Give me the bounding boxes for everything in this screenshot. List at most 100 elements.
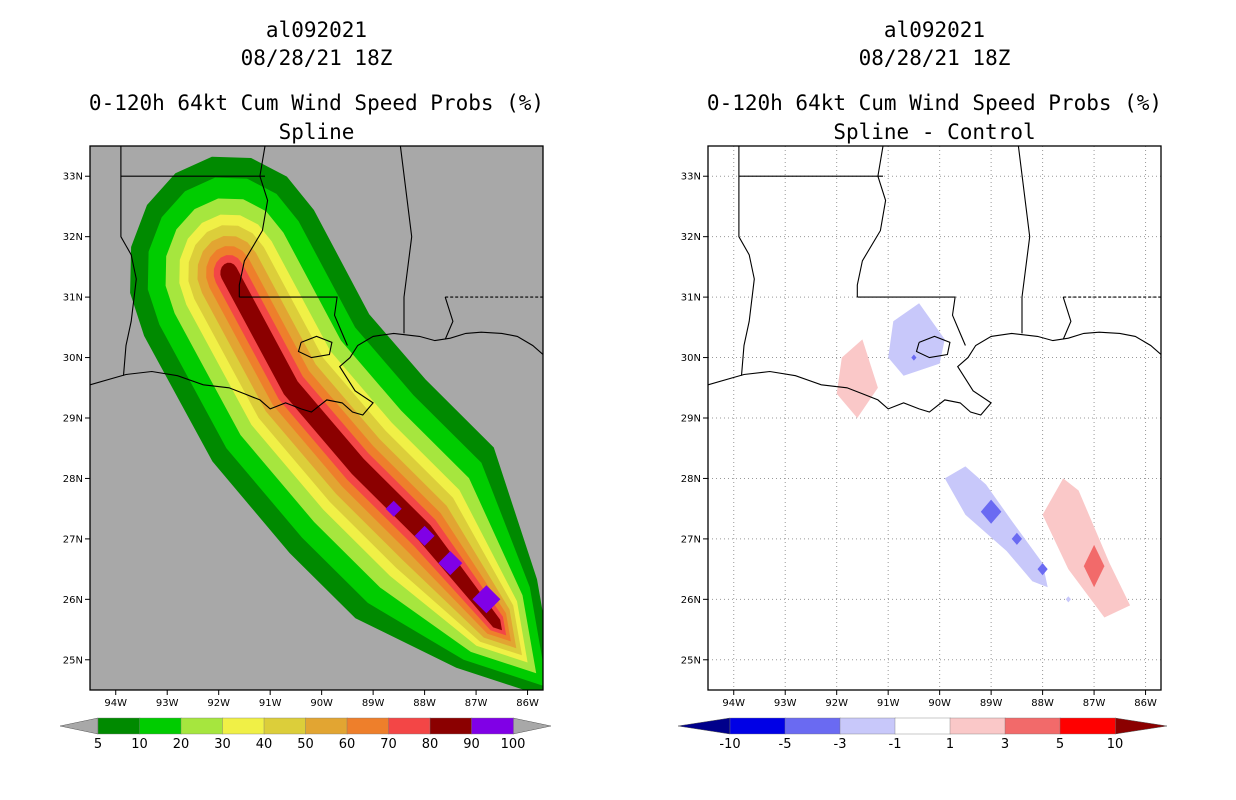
colorbar-swatch-0-2 <box>180 717 224 735</box>
y-tick-label-30n: 30N <box>63 353 83 364</box>
y-tick-label-28n: 28N <box>681 474 701 485</box>
prob-peak-90-3 <box>472 585 501 614</box>
diff-region-4 <box>980 499 1002 524</box>
colorbar-label-0-1: 10 <box>131 737 148 752</box>
colorbar-swatch-0-3 <box>222 717 265 735</box>
difference-regions <box>836 303 1131 618</box>
colorbar-label-1-2: -3 <box>834 737 847 752</box>
colorbar-swatch-1-6 <box>1059 717 1116 735</box>
geo-0-coastline <box>90 331 543 416</box>
left-chart-subtitle: Spline <box>278 120 355 144</box>
colorbar-swatch-0-6 <box>346 717 390 735</box>
x-tick-label-87w: 87W <box>465 698 488 709</box>
y-tick-label-27n: 27N <box>681 534 701 545</box>
left-storm-id: al092021 <box>265 18 368 42</box>
colorbar-swatch-1-4 <box>949 717 1006 735</box>
geo-1-mississippi-river-border <box>856 146 887 298</box>
diff-region-0 <box>836 339 878 418</box>
colorbar-swatch-0-5 <box>305 717 348 735</box>
x-tick-label-90w: 90W <box>928 698 951 709</box>
y-tick-label-28n: 28N <box>63 474 83 485</box>
colorbar-over-0 <box>512 717 552 735</box>
y-tick-label-31n: 31N <box>681 293 701 304</box>
geo-1-mississippi-alabama-border <box>1017 146 1031 334</box>
geo-lines-0 <box>90 146 543 416</box>
diff-region-8 <box>1042 478 1131 618</box>
colorbar-swatch-1-0 <box>729 717 786 735</box>
prob-peak-90-2 <box>438 551 463 576</box>
geo-1-louisiana-mississippi-border <box>857 296 966 346</box>
geo-0-alabama-florida-border <box>444 296 454 340</box>
colorbar-swatch-0-7 <box>388 717 431 735</box>
plot-frame-1 <box>707 145 1162 691</box>
geo-1-coastline <box>708 331 1161 416</box>
geo-0-texas-louisiana-border <box>120 146 137 376</box>
colorbar-label-0-10: 100 <box>501 737 526 752</box>
colorbar-label-1-0: -10 <box>719 737 740 752</box>
colorbar-swatch-0-1 <box>139 717 182 735</box>
x-tick-label-90w: 90W <box>310 698 333 709</box>
right-chart-subtitle: Spline - Control <box>833 120 1036 144</box>
geo-1-alabama-florida-border <box>1062 296 1072 340</box>
colorbar-swatch-1-3 <box>894 717 951 735</box>
colorbar-label-0-5: 50 <box>297 737 314 752</box>
x-tick-label-87w: 87W <box>1083 698 1106 709</box>
diff-region-7 <box>1065 596 1071 603</box>
colorbar-swatch-1-1 <box>784 717 841 735</box>
y-tick-label-26n: 26N <box>63 595 83 606</box>
colorbar-label-1-7: 10 <box>1107 737 1124 752</box>
left-datetime: 08/28/21 18Z <box>240 46 393 70</box>
y-tick-label-32n: 32N <box>63 232 83 243</box>
diff-region-5 <box>1011 532 1022 545</box>
x-tick-label-91w: 91W <box>259 698 282 709</box>
plot-background-1 <box>708 146 1161 690</box>
x-tick-label-86w: 86W <box>1134 698 1157 709</box>
y-tick-label-26n: 26N <box>681 595 701 606</box>
colorbar-label-0-9: 90 <box>463 737 480 752</box>
colorbar-label-0-6: 60 <box>339 737 356 752</box>
probability-contours <box>130 156 543 690</box>
x-tick-label-91w: 91W <box>877 698 900 709</box>
x-tick-label-92w: 92W <box>207 698 230 709</box>
geo-0-louisiana-mississippi-border <box>239 296 348 346</box>
geo-0-mississippi-alabama-border <box>399 146 413 334</box>
x-tick-label-94w: 94W <box>722 698 745 709</box>
y-tick-label-33n: 33N <box>63 172 83 183</box>
diff-region-3 <box>944 466 1048 588</box>
geo-0-mississippi-river-border <box>238 146 269 298</box>
right-storm-id: al092021 <box>883 18 986 42</box>
y-tick-label-32n: 32N <box>681 232 701 243</box>
colorbar-under-1 <box>677 717 731 735</box>
x-tick-label-94w: 94W <box>104 698 127 709</box>
prob-peak-90-0 <box>385 500 402 517</box>
colorbar-swatch-1-2 <box>839 717 896 735</box>
colorbar-swatch-0-9 <box>471 717 514 735</box>
y-tick-label-31n: 31N <box>63 293 83 304</box>
colorbar-label-0-8: 80 <box>422 737 439 752</box>
y-tick-label-25n: 25N <box>63 655 83 666</box>
plot-frame-0 <box>89 145 544 691</box>
colorbar-label-0-4: 40 <box>256 737 273 752</box>
y-tick-label-30n: 30N <box>681 353 701 364</box>
colorbar-label-0-0: 5 <box>94 737 102 752</box>
colorbar-label-1-1: -5 <box>779 737 792 752</box>
y-tick-label-33n: 33N <box>681 172 701 183</box>
colorbar-label-1-3: -1 <box>889 737 902 752</box>
prob-peak-90-1 <box>414 525 435 546</box>
colorbar-label-0-3: 30 <box>214 737 231 752</box>
right-chart-title: 0-120h 64kt Cum Wind Speed Probs (%) <box>706 91 1163 115</box>
geo-1-lake-pontchartrain <box>915 335 951 359</box>
x-tick-label-93w: 93W <box>774 698 797 709</box>
x-tick-label-93w: 93W <box>156 698 179 709</box>
geo-lines-1 <box>708 146 1161 416</box>
left-chart-title: 0-120h 64kt Cum Wind Speed Probs (%) <box>88 91 545 115</box>
colorbar-label-0-7: 70 <box>380 737 397 752</box>
grid-lines <box>708 146 1161 690</box>
x-tick-label-88w: 88W <box>1031 698 1054 709</box>
geo-0-lake-pontchartrain <box>297 335 333 359</box>
x-tick-label-86w: 86W <box>516 698 539 709</box>
y-tick-label-27n: 27N <box>63 534 83 545</box>
x-tick-label-92w: 92W <box>825 698 848 709</box>
colorbar-over-1 <box>1114 717 1168 735</box>
x-tick-label-89w: 89W <box>362 698 385 709</box>
